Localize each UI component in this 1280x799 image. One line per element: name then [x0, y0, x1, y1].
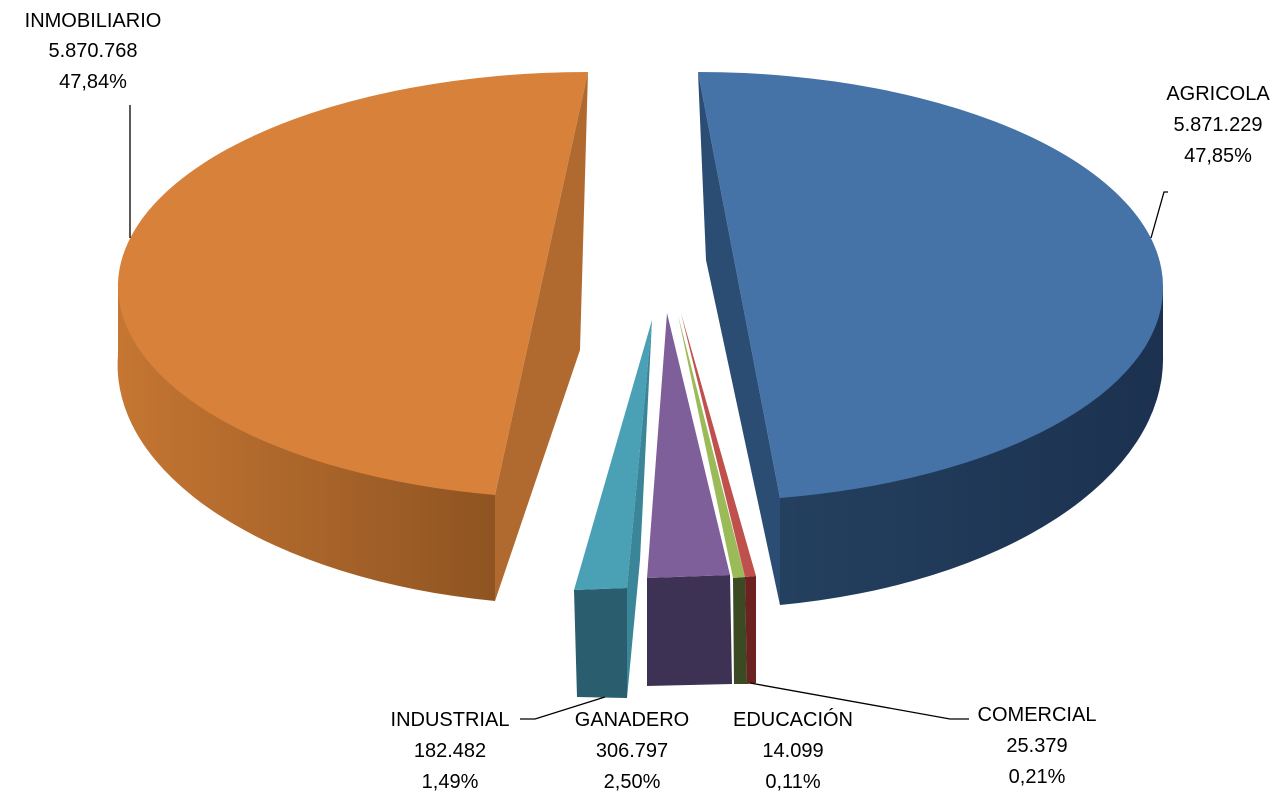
leader-line-comercial: [749, 682, 969, 720]
data-label-agricola: AGRICOLA 5.871.229 47,85%: [1166, 83, 1270, 167]
pie-slice-agricola: [698, 72, 1164, 605]
slice-inner-wall: [627, 320, 652, 698]
slice-side: [647, 575, 732, 686]
leader-line-industrial: [520, 696, 606, 720]
label-category: INDUSTRIAL: [391, 709, 510, 731]
data-label-inmobiliario: INMOBILIARIO 5.870.768 47,84%: [25, 10, 162, 93]
pie-slice-comercial: [681, 313, 756, 684]
leader-line-agricola: [1150, 191, 1168, 239]
pie-slice-industrial: [574, 320, 652, 698]
label-percent: 2,50%: [604, 771, 661, 793]
slice-top: [678, 315, 745, 578]
label-category: AGRICOLA: [1166, 83, 1270, 105]
pie-slice-inmobiliario: [117, 71, 588, 601]
label-percent: 47,85%: [1184, 145, 1252, 167]
slice-inner-wall: [495, 72, 588, 601]
slice-top: [698, 72, 1164, 498]
slice-inner-wall: [698, 72, 780, 605]
label-percent: 47,84%: [59, 71, 127, 93]
leader-lines: [129, 105, 1168, 720]
label-value: 25.379: [1006, 735, 1067, 757]
label-category: GANADERO: [575, 709, 689, 731]
data-label-ganadero: GANADERO 306.797 2,50%: [575, 709, 689, 793]
label-percent: 1,49%: [422, 771, 479, 793]
pie-slice-ganadero: [647, 313, 732, 686]
slice-top: [681, 313, 756, 577]
label-percent: 0,21%: [1009, 766, 1066, 788]
data-label-educacion: EDUCACIÓN 14.099 0,11%: [733, 708, 853, 793]
pie-slice-educacion: [678, 315, 747, 684]
label-category: EDUCACIÓN: [733, 708, 853, 731]
slice-side: [574, 588, 627, 698]
slice-top: [117, 71, 588, 495]
slice-side: [745, 576, 756, 684]
data-label-comercial: COMERCIAL 25.379 0,21%: [978, 704, 1097, 788]
slice-top: [574, 320, 652, 590]
slice-top: [647, 313, 730, 578]
label-percent: 0,11%: [765, 771, 820, 793]
label-value: 5.870.768: [49, 40, 138, 62]
label-category: COMERCIAL: [978, 704, 1097, 726]
label-value: 306.797: [596, 740, 668, 762]
slice-side: [733, 577, 747, 684]
label-category: INMOBILIARIO: [25, 10, 162, 32]
label-value: 182.482: [414, 740, 486, 762]
label-value: 5.871.229: [1174, 114, 1263, 136]
label-value: 14.099: [762, 740, 823, 762]
data-label-industrial: INDUSTRIAL 182.482 1,49%: [391, 709, 510, 793]
